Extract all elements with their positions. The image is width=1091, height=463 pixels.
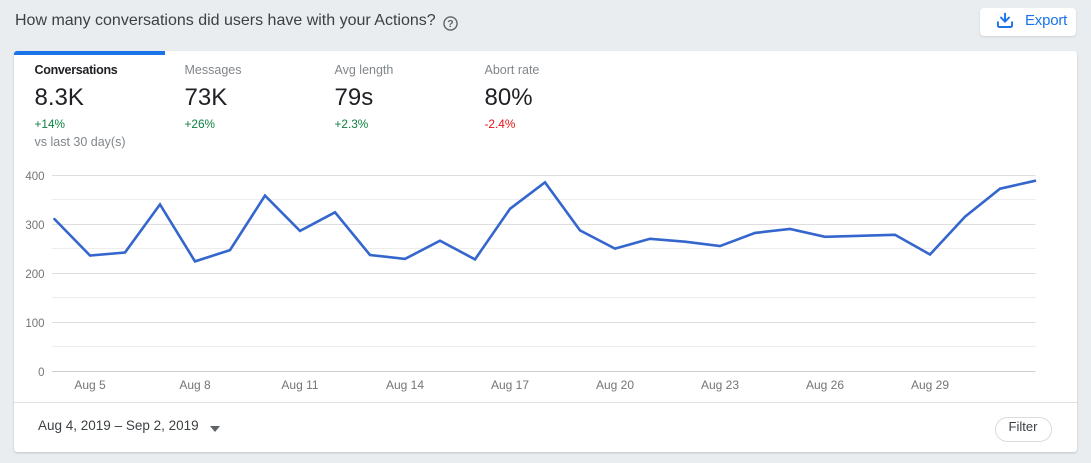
svg-text:Aug 14: Aug 14 [386,378,424,392]
svg-text:Aug 5: Aug 5 [74,378,106,392]
svg-text:Aug 11: Aug 11 [281,378,318,392]
svg-text:Aug 8: Aug 8 [179,378,211,392]
svg-text:Aug 26: Aug 26 [806,378,844,392]
svg-text:200: 200 [25,269,44,281]
svg-text:400: 400 [25,171,44,183]
svg-text:Aug 29: Aug 29 [911,378,949,392]
svg-text:Aug 20: Aug 20 [596,378,634,392]
svg-text:0: 0 [38,367,44,379]
svg-text:100: 100 [25,318,44,330]
svg-text:Aug 23: Aug 23 [701,378,739,392]
svg-text:Aug 17: Aug 17 [491,378,529,392]
svg-text:?: ? [447,18,453,30]
svg-text:300: 300 [25,220,44,232]
